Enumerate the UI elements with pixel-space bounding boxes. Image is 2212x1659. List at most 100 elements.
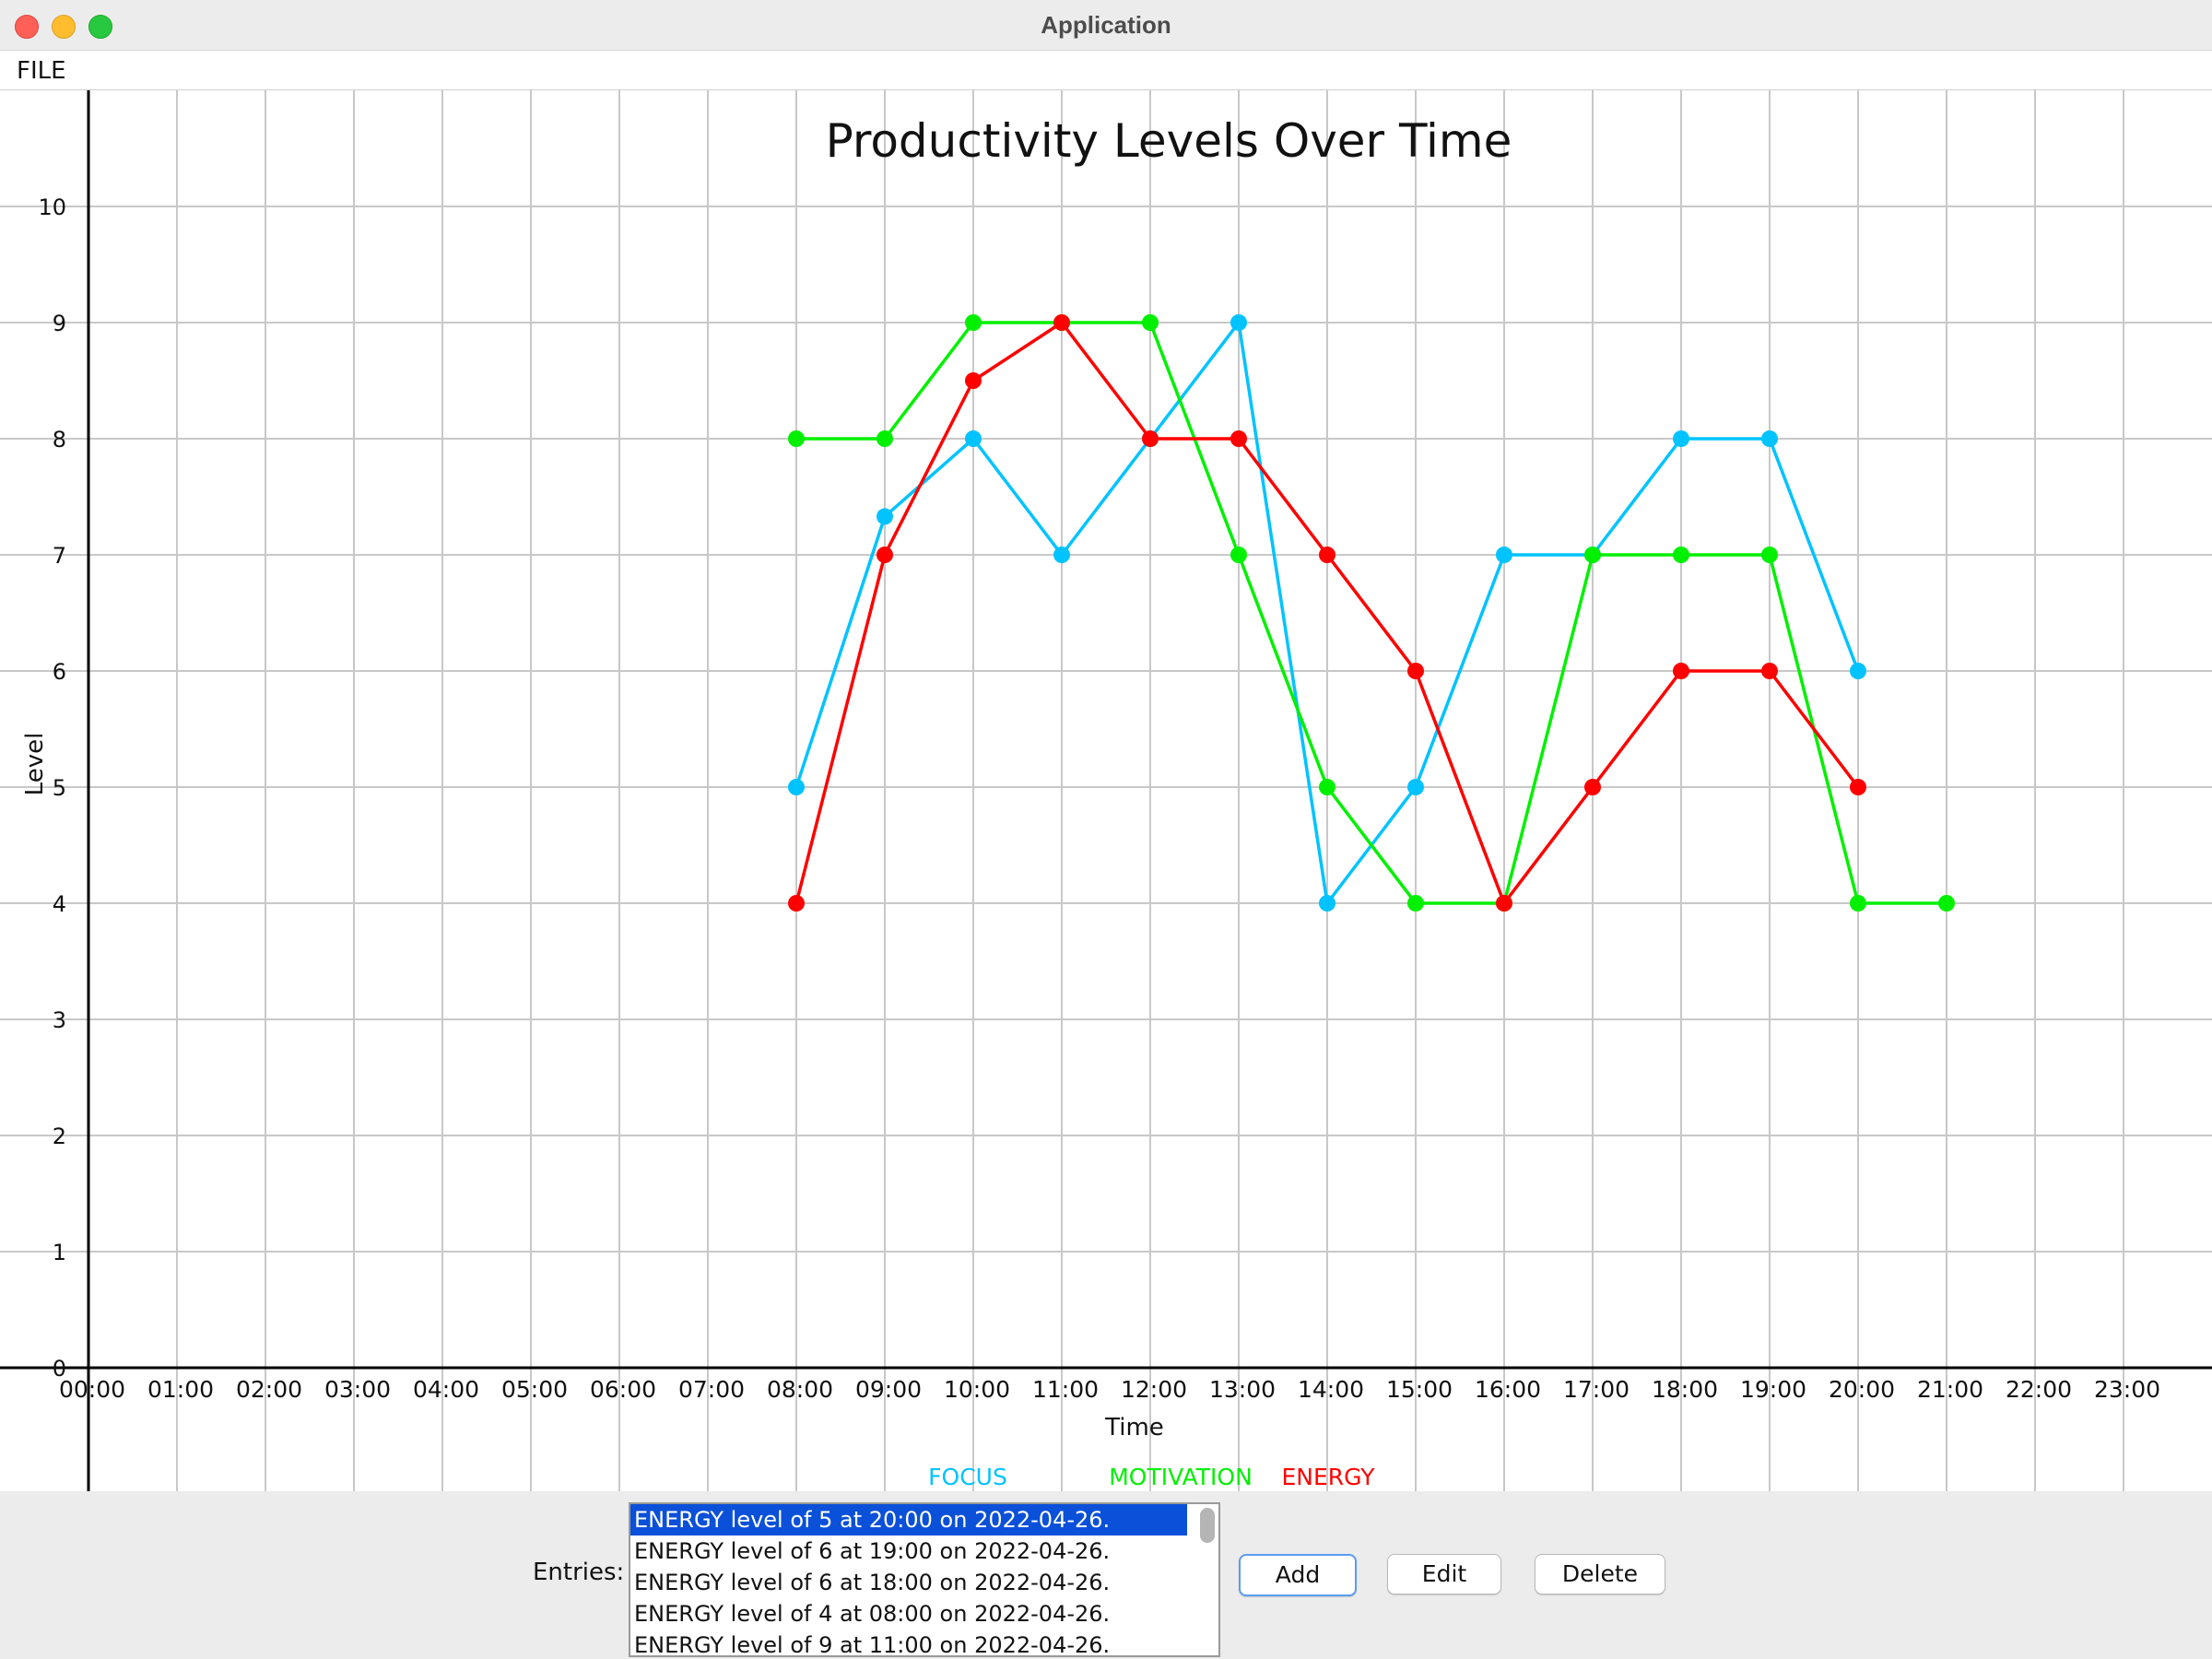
entry-item[interactable]: ENERGY level of 9 at 11:00 on 2022-04-26… (634, 1632, 1111, 1657)
x-tick-label: 12:00 (1121, 1376, 1187, 1403)
x-tick-label: 18:00 (1652, 1376, 1718, 1403)
data-point-focus (965, 430, 982, 447)
entry-item[interactable]: ENERGY level of 6 at 18:00 on 2022-04-26… (634, 1570, 1111, 1595)
data-point-energy (1142, 430, 1159, 447)
menu-file[interactable]: FILE (17, 57, 66, 85)
chart-panel: 0 1 2 3 4 5 6 7 8 9 10 00:00 01:00 02:00 03:00 04:00 05… (0, 90, 2212, 1491)
data-point-energy (1850, 779, 1866, 795)
y-tick-label: 8 (53, 427, 66, 453)
data-point-focus (1407, 779, 1424, 795)
y-tick-label: 6 (53, 659, 66, 685)
entry-item[interactable]: ENERGY level of 4 at 08:00 on 2022-04-26… (634, 1601, 1111, 1627)
entry-item[interactable]: ENERGY level of 5 at 20:00 on 2022-04-26… (630, 1504, 1187, 1535)
add-button[interactable]: Add (1239, 1554, 1357, 1596)
minimize-window-button[interactable] (52, 15, 76, 39)
y-tick-labels: 0 1 2 3 4 5 6 7 8 9 10 (38, 194, 66, 1382)
x-tick-label: 21:00 (1917, 1376, 1983, 1403)
y-tick-label: 9 (53, 311, 66, 336)
x-tick-label: 04:00 (413, 1376, 479, 1403)
zoom-window-button[interactable] (88, 15, 112, 39)
data-point-energy (788, 895, 805, 912)
data-point-energy (877, 547, 893, 563)
productivity-chart: 0 1 2 3 4 5 6 7 8 9 10 00:00 01:00 02:00 03:00 04:00 05… (0, 90, 2212, 1491)
chart-grid (0, 90, 2212, 1491)
entry-item[interactable]: ENERGY level of 6 at 19:00 on 2022-04-26… (634, 1538, 1111, 1564)
data-point-energy (1496, 895, 1512, 912)
x-tick-label: 05:00 (501, 1376, 568, 1403)
x-tick-label: 23:00 (2094, 1376, 2160, 1403)
window-title: Application (1041, 11, 1171, 39)
legend-entry-motivation: MOTIVATION (1109, 1464, 1253, 1490)
data-point-motivation (1230, 547, 1247, 563)
y-tick-label: 3 (53, 1007, 66, 1033)
data-point-focus (877, 508, 893, 525)
x-tick-label: 14:00 (1298, 1376, 1364, 1403)
series-line-motivation (796, 321, 1947, 905)
data-point-motivation (1761, 547, 1778, 563)
chart-legend: FOCUS MOTIVATION ENERGY (928, 1464, 1375, 1490)
data-point-motivation (1142, 314, 1159, 331)
y-tick-label: 5 (53, 775, 66, 801)
x-tick-label: 11:00 (1032, 1376, 1099, 1403)
x-tick-label: 06:00 (590, 1376, 656, 1403)
edit-button[interactable]: Edit (1387, 1554, 1501, 1594)
entries-label: Entries: (533, 1559, 625, 1586)
x-tick-label: 22:00 (2006, 1376, 2072, 1403)
close-window-button[interactable] (15, 15, 39, 39)
chart-title: Productivity Levels Over Time (826, 114, 1512, 168)
data-point-focus (1761, 430, 1778, 447)
data-point-motivation (788, 430, 805, 447)
y-tick-label: 2 (53, 1124, 66, 1149)
x-tick-label: 07:00 (678, 1376, 745, 1403)
title-bar: Application (0, 0, 2212, 51)
x-axis-label: Time (1104, 1414, 1164, 1441)
data-point-energy (1407, 663, 1424, 679)
chart-series (788, 314, 1955, 912)
x-tick-label: 00:00 (59, 1376, 125, 1403)
data-point-focus (1673, 430, 1689, 447)
menu-bar: FILE (0, 51, 2212, 90)
delete-button[interactable]: Delete (1535, 1554, 1665, 1594)
data-point-focus (1053, 547, 1070, 563)
data-point-energy (1584, 779, 1601, 795)
x-tick-label: 16:00 (1475, 1376, 1541, 1403)
data-point-motivation (1850, 895, 1866, 912)
x-tick-label: 03:00 (324, 1376, 391, 1403)
data-point-energy (1053, 314, 1070, 331)
y-tick-label: 4 (53, 891, 66, 917)
legend-entry-energy: ENERGY (1281, 1464, 1375, 1490)
data-point-motivation (1319, 779, 1335, 795)
legend-entry-focus: FOCUS (928, 1464, 1007, 1490)
data-point-focus (788, 779, 805, 795)
data-point-energy (1761, 663, 1778, 679)
data-point-energy (1319, 547, 1335, 563)
x-tick-label: 10:00 (944, 1376, 1010, 1403)
entries-panel: Entries: ENERGY level of 5 at 20:00 on 2… (0, 1491, 2212, 1659)
x-tick-label: 01:00 (147, 1376, 214, 1403)
x-tick-label: 17:00 (1563, 1376, 1630, 1403)
data-point-motivation (1407, 895, 1424, 912)
x-tick-label: 20:00 (1829, 1376, 1895, 1403)
y-tick-label: 1 (53, 1240, 66, 1265)
entries-scrollbar[interactable] (1200, 1508, 1215, 1543)
y-tick-label: 7 (53, 543, 66, 569)
data-point-motivation (877, 430, 893, 447)
data-point-focus (1496, 547, 1512, 563)
data-point-focus (1850, 663, 1866, 679)
entries-list[interactable]: ENERGY level of 5 at 20:00 on 2022-04-26… (629, 1502, 1220, 1657)
y-axis-label: Level (21, 733, 49, 796)
data-point-focus (1319, 895, 1335, 912)
x-tick-labels: 00:00 01:00 02:00 03:00 04:00 05:00 06:00 07:00… (59, 1376, 2160, 1403)
x-tick-label: 15:00 (1386, 1376, 1453, 1403)
data-point-energy (1673, 663, 1689, 679)
data-point-motivation (965, 314, 982, 331)
data-point-energy (965, 372, 982, 389)
x-tick-label: 19:00 (1740, 1376, 1806, 1403)
data-point-energy (1230, 430, 1247, 447)
data-point-focus (1230, 314, 1247, 331)
data-point-motivation (1584, 547, 1601, 563)
y-tick-label: 10 (38, 194, 66, 220)
x-tick-label: 13:00 (1209, 1376, 1276, 1403)
x-tick-label: 08:00 (767, 1376, 833, 1403)
x-tick-label: 09:00 (855, 1376, 922, 1403)
